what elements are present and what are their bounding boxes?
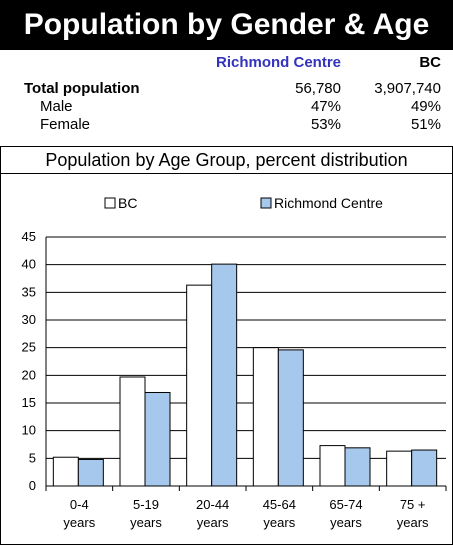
y-tick-label: 5 [29, 450, 36, 465]
x-tick-label: 5-19 years [130, 497, 162, 530]
stats-header-row: Richmond Centre BC [0, 54, 453, 72]
x-tick-label: 65-74 years [329, 497, 362, 530]
legend-label: Richmond Centre [274, 195, 383, 211]
y-tick-label: 20 [22, 367, 36, 382]
bar-bc [252, 347, 279, 487]
chart-subtitle: Population by Age Group, percent distrib… [0, 146, 453, 174]
col-header-bc: BC [419, 54, 441, 71]
stats-value-richmond: 56,780 [295, 80, 341, 97]
y-tick-label: 10 [22, 423, 36, 438]
x-tick-label: 45-64 years [263, 497, 296, 530]
stats-value-bc: 3,907,740 [374, 80, 441, 97]
stats-label: Female [40, 116, 91, 133]
bar-richmond-centre [411, 449, 438, 487]
stats-row-female: Female 53% 51% [0, 116, 453, 134]
y-tick-label: 35 [22, 284, 36, 299]
col-header-richmond: Richmond Centre [215, 54, 341, 71]
bar-richmond-centre [277, 349, 304, 487]
y-tick-label: 30 [22, 312, 36, 327]
stats-row-total: Total population 56,780 3,907,740 [0, 80, 453, 98]
chart-container: 0 5 10 15 20 25 30 35 40 45 0-4 years 5-19 years 20-44… [0, 173, 453, 545]
y-tick-label: 0 [29, 478, 36, 493]
legend-label: BC [118, 195, 137, 211]
stats-value-richmond: 47% [310, 98, 341, 115]
stats-row-male: Male 47% 49% [0, 98, 453, 116]
y-tick-label: 25 [22, 340, 36, 355]
x-tick-label: 20-44 years [196, 497, 229, 530]
y-tick-label: 45 [22, 229, 36, 244]
bar-bc [52, 456, 79, 487]
stats-label: Total population [24, 80, 140, 97]
stats-value-bc: 49% [410, 98, 441, 115]
age-group-bar-chart: 0 5 10 15 20 25 30 35 40 45 0-4 years 5-19 years 20-44… [22, 195, 447, 530]
stats-label: Male [40, 98, 73, 115]
x-tick-label: 0-4 years [63, 497, 95, 530]
bar-bc [386, 450, 413, 487]
bar-bc [119, 376, 146, 487]
bar-bc [186, 284, 213, 487]
y-tick-label: 15 [22, 395, 36, 410]
page-title: Population by Gender & Age [0, 0, 453, 50]
stats-value-bc: 51% [410, 116, 441, 133]
bar-richmond-centre [77, 458, 104, 487]
bar-richmond-centre [211, 263, 238, 487]
bar-richmond-centre [144, 391, 171, 487]
bar-bc [319, 445, 346, 487]
y-tick-label: 40 [22, 257, 36, 272]
stats-table: Richmond Centre BC Total population 56,7… [0, 50, 453, 146]
bar-richmond-centre [344, 447, 371, 487]
stats-value-richmond: 53% [310, 116, 341, 133]
legend-swatch [260, 197, 272, 209]
x-tick-label: 75 + years [397, 497, 429, 530]
legend-swatch [104, 197, 116, 209]
